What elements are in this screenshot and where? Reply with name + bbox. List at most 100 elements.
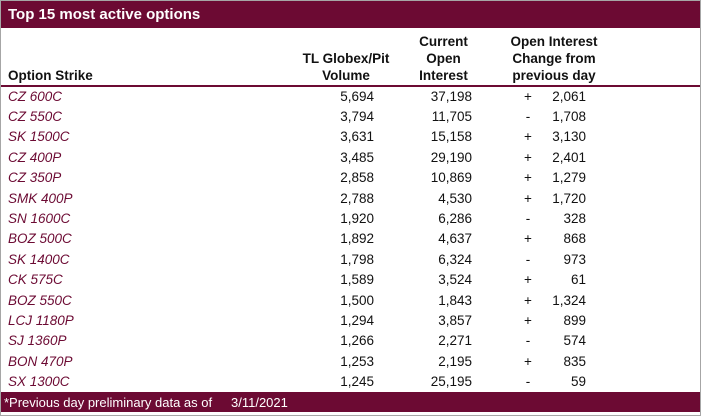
volume-cell: 1,266: [340, 333, 374, 349]
change-value: 3,130: [552, 129, 586, 145]
change-value: 1,279: [552, 170, 586, 186]
change-value: 973: [563, 251, 586, 267]
table-row: CZ 400P 3,485 29,190 +2,401: [1, 147, 700, 167]
change-value: 1,708: [552, 109, 586, 125]
open-interest-cell: 15,158: [430, 129, 472, 145]
open-interest-cell: 3,857: [438, 312, 472, 328]
option-strike-cell: SX 1300C: [8, 374, 70, 390]
option-strike-cell: CZ 400P: [8, 149, 62, 165]
change-sign: +: [524, 89, 532, 105]
oi-change-cell: +899: [491, 310, 700, 330]
header-volume: TL Globex/Pit Volume: [296, 28, 396, 87]
change-value: 899: [563, 312, 586, 328]
change-sign: +: [524, 149, 532, 165]
change-value: 1,324: [552, 292, 586, 308]
table-row: BOZ 500C 1,892 4,637 +868: [1, 229, 700, 249]
change-value: 868: [563, 231, 586, 247]
table-row: SJ 1360P 1,266 2,271 - 574: [1, 331, 700, 351]
options-table: Option Strike TL Globex/Pit Volume Curre…: [1, 28, 700, 392]
volume-cell: 1,500: [340, 292, 374, 308]
table-row: SK 1500C 3,631 15,158 +3,130: [1, 127, 700, 147]
table-row: LCJ 1180P 1,294 3,857 +899: [1, 310, 700, 330]
table-row: BOZ 550C 1,500 1,843 +1,324: [1, 290, 700, 310]
open-interest-cell: 2,271: [438, 333, 472, 349]
volume-cell: 2,788: [340, 190, 374, 206]
volume-cell: 1,589: [340, 272, 374, 288]
open-interest-cell: 6,286: [438, 211, 472, 227]
change-sign: +: [524, 312, 532, 328]
option-strike-cell: CZ 550C: [8, 109, 63, 125]
change-value: 574: [563, 333, 586, 349]
table-row: CK 575C 1,589 3,524 +61: [1, 270, 700, 290]
change-sign: +: [524, 353, 532, 369]
table-row: SMK 400P 2,788 4,530 +1,720: [1, 188, 700, 208]
option-strike-cell: LCJ 1180P: [8, 312, 74, 328]
oi-change-cell: - 328: [491, 208, 700, 228]
option-strike-cell: SK 1500C: [8, 129, 70, 145]
volume-cell: 1,245: [340, 374, 374, 390]
volume-cell: 1,892: [340, 231, 374, 247]
option-strike-cell: BON 470P: [8, 353, 73, 369]
open-interest-cell: 37,198: [430, 89, 472, 105]
volume-cell: 1,798: [340, 251, 374, 267]
volume-cell: 5,694: [340, 89, 374, 105]
change-sign: -: [525, 251, 531, 267]
change-value: 2,401: [552, 149, 586, 165]
oi-change-cell: - 59: [491, 371, 700, 391]
table-row: SN 1600C 1,920 6,286 - 328: [1, 208, 700, 228]
footer-note: *Previous day preliminary data as of: [4, 394, 213, 410]
table-row: CZ 600C 5,694 37,198 +2,061: [1, 86, 700, 106]
change-value: 2,061: [552, 89, 586, 105]
oi-change-cell: - 1,708: [491, 106, 700, 126]
open-interest-cell: 25,195: [430, 374, 472, 390]
oi-change-cell: +2,401: [491, 147, 700, 167]
change-value: 61: [570, 272, 586, 288]
change-sign: +: [524, 292, 532, 308]
option-strike-cell: SK 1400C: [8, 251, 70, 267]
oi-change-cell: +868: [491, 229, 700, 249]
option-strike-cell: BOZ 500C: [8, 231, 72, 247]
table-row: BON 470P 1,253 2,195 +835: [1, 351, 700, 371]
open-interest-cell: 10,869: [430, 170, 472, 186]
option-strike-cell: SJ 1360P: [8, 333, 67, 349]
open-interest-cell: 11,705: [431, 109, 472, 125]
open-interest-cell: 29,190: [430, 149, 472, 165]
oi-change-cell: - 574: [491, 331, 700, 351]
change-sign: -: [525, 374, 531, 390]
table-row: CZ 550C 3,794 11,705 - 1,708: [1, 106, 700, 126]
header-oi-change: Open Interest Change from previous day: [491, 28, 700, 87]
change-sign: +: [524, 129, 532, 145]
open-interest-cell: 1,843: [438, 292, 472, 308]
footer-date: 3/11/2021: [231, 394, 288, 410]
open-interest-cell: 4,637: [438, 231, 472, 247]
change-value: 835: [563, 353, 586, 369]
oi-change-cell: - 973: [491, 249, 700, 269]
open-interest-cell: 3,524: [438, 272, 472, 288]
option-strike-cell: SMK 400P: [8, 190, 73, 206]
table-row: CZ 350P 2,858 10,869 +1,279: [1, 168, 700, 188]
volume-cell: 1,294: [340, 312, 374, 328]
volume-cell: 3,794: [340, 109, 374, 125]
footer-bar: *Previous day preliminary data as of 3/1…: [1, 392, 700, 412]
change-value: 1,720: [552, 190, 586, 206]
change-sign: +: [524, 272, 532, 288]
volume-cell: 2,858: [340, 170, 374, 186]
oi-change-cell: +2,061: [491, 86, 700, 106]
change-sign: +: [524, 170, 532, 186]
oi-change-cell: +61: [491, 270, 700, 290]
oi-change-cell: +835: [491, 351, 700, 371]
table-body: CZ 600C 5,694 37,198 +2,061 CZ 550C 3,794 11,7…: [1, 86, 700, 392]
volume-cell: 3,485: [340, 149, 374, 165]
option-strike-cell: CZ 600C: [8, 89, 63, 105]
table-row: SK 1400C 1,798 6,324 - 973: [1, 249, 700, 269]
volume-cell: 1,920: [340, 211, 374, 227]
oi-change-cell: +1,324: [491, 290, 700, 310]
change-sign: -: [525, 211, 531, 227]
header-option-strike: Option Strike: [1, 28, 296, 87]
change-sign: -: [525, 109, 531, 125]
open-interest-cell: 2,195: [438, 353, 472, 369]
volume-cell: 3,631: [340, 129, 374, 145]
change-sign: -: [525, 333, 531, 349]
option-strike-cell: CK 575C: [8, 272, 63, 288]
open-interest-cell: 4,530: [438, 190, 472, 206]
